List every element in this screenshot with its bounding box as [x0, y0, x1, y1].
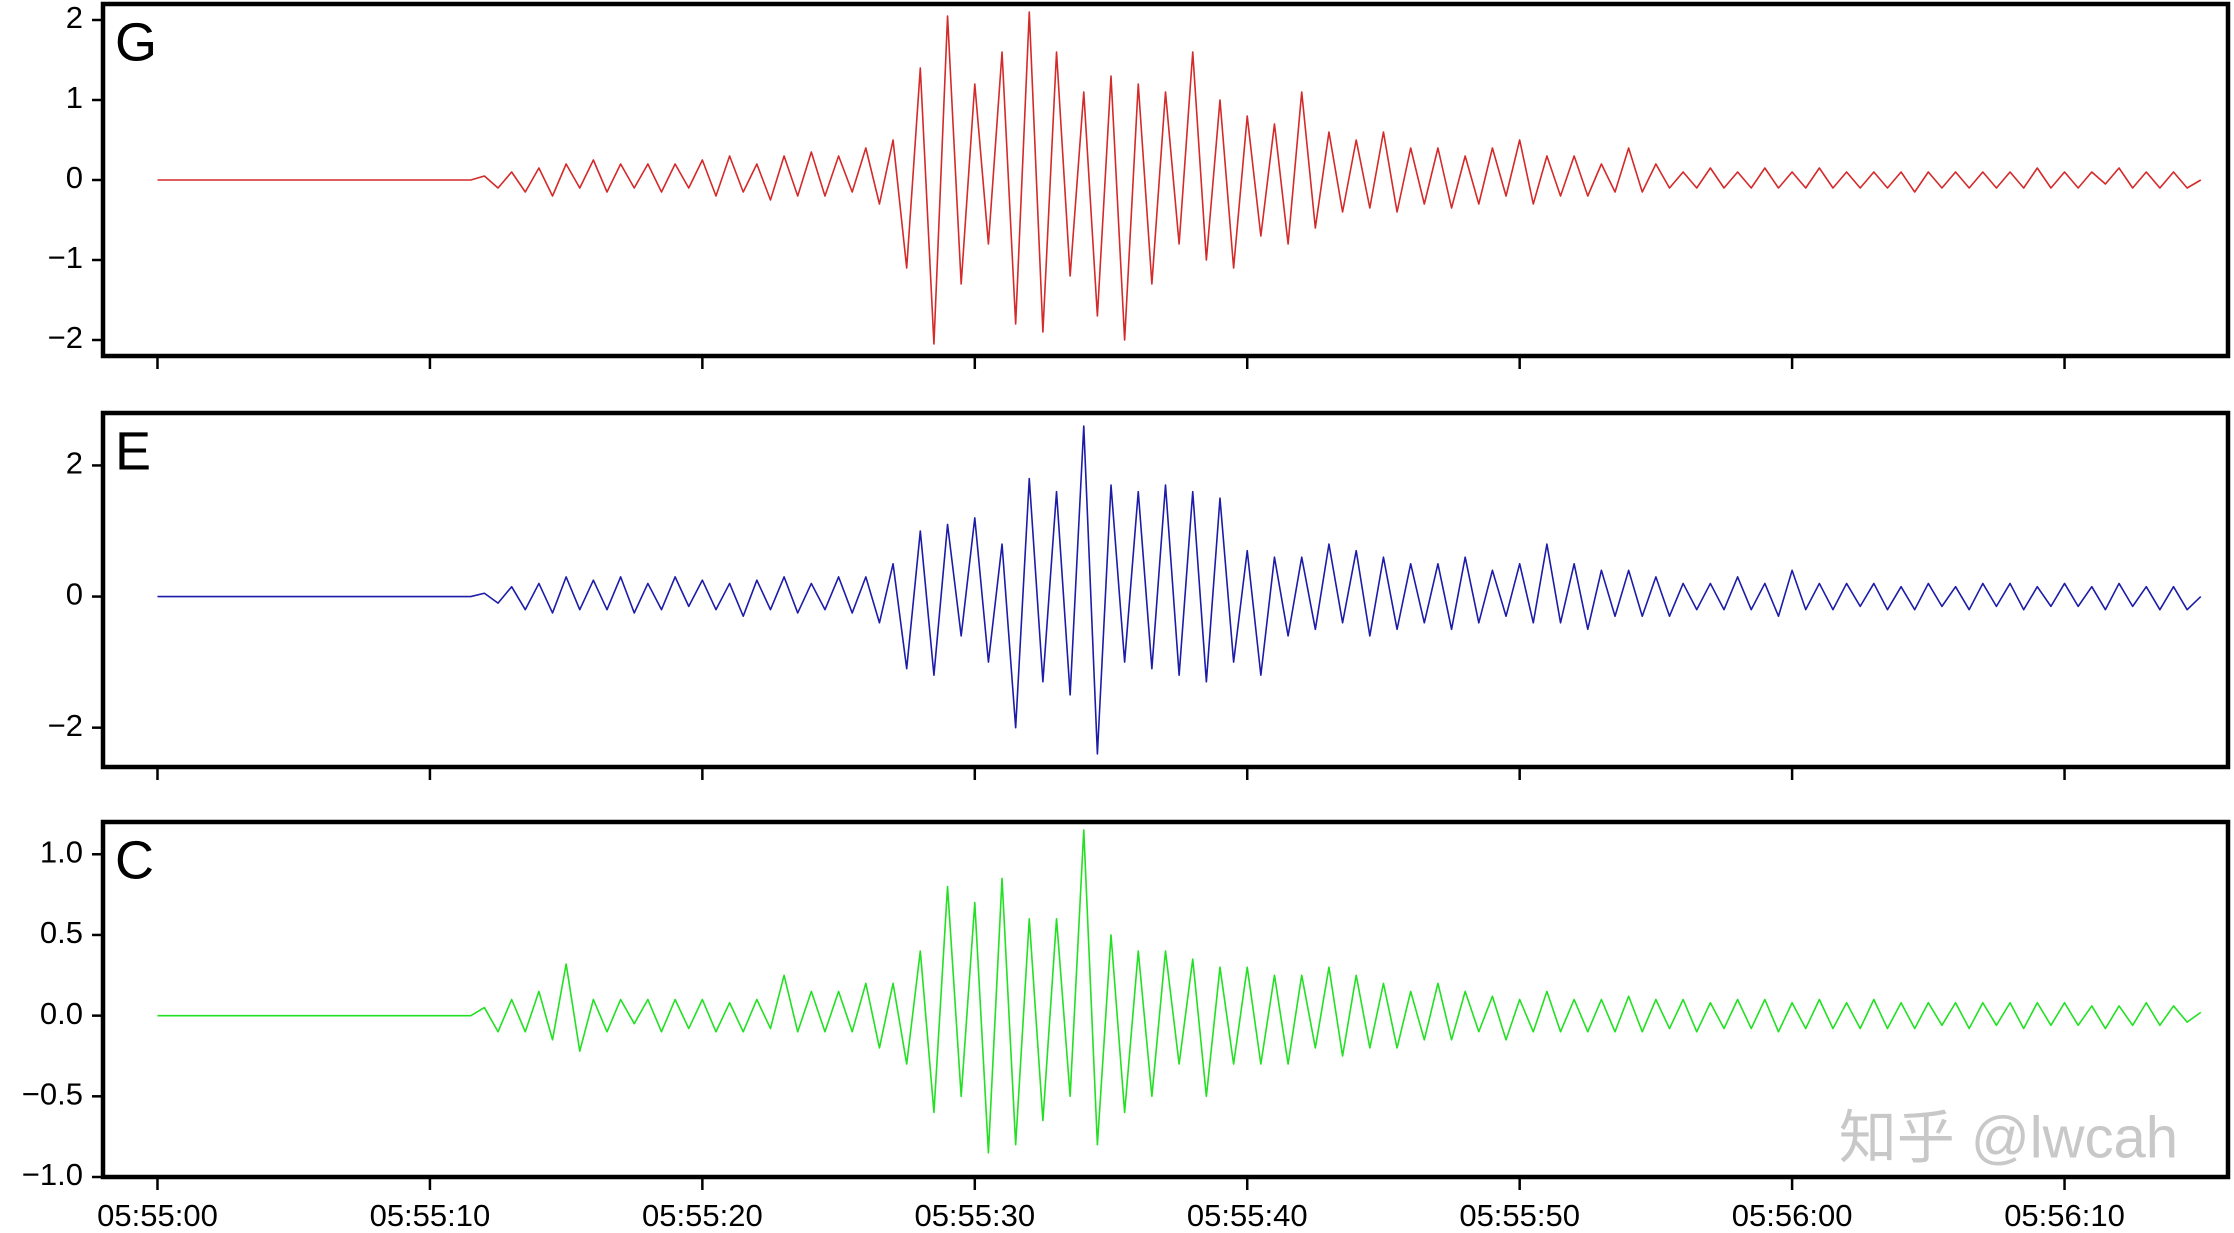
- y-tick-label: −1.0: [22, 1157, 83, 1192]
- panel-frame: [100, 410, 2231, 770]
- x-tick-label: 05:55:10: [370, 1198, 491, 1233]
- y-tick-label: 0.0: [40, 996, 83, 1031]
- y-tick-label: 1.0: [40, 834, 83, 869]
- y-tick-label: −2: [48, 320, 83, 355]
- y-tick-label: −1: [48, 240, 83, 275]
- y-tick-label: 0: [66, 577, 83, 612]
- x-tick-label: 05:55:20: [642, 1198, 763, 1233]
- y-tick-label: 2: [66, 0, 83, 35]
- y-tick-label: 0: [66, 160, 83, 195]
- y-tick-label: −2: [48, 708, 83, 743]
- y-tick-label: 0.5: [40, 915, 83, 950]
- waveform: [157, 425, 2202, 755]
- x-tick-label: 05:56:10: [2004, 1198, 2125, 1233]
- x-tick-label: 05:55:30: [914, 1198, 1035, 1233]
- x-tick-label: 05:56:00: [1732, 1198, 1853, 1233]
- panel-label: E: [115, 421, 151, 481]
- x-tick-label: 05:55:00: [97, 1198, 218, 1233]
- x-tick-label: 05:55:40: [1187, 1198, 1308, 1233]
- y-tick-label: 1: [66, 80, 83, 115]
- panel-label: G: [115, 12, 157, 72]
- waveform: [157, 829, 2202, 1154]
- waveform: [157, 11, 2202, 345]
- x-tick-label: 05:55:50: [1459, 1198, 1580, 1233]
- panel-label: C: [115, 830, 154, 890]
- watermark: 知乎 @lwcah: [1839, 1105, 2178, 1170]
- panel-frame: [100, 819, 2231, 1180]
- y-tick-label: −0.5: [22, 1077, 83, 1112]
- y-tick-label: 2: [66, 446, 83, 481]
